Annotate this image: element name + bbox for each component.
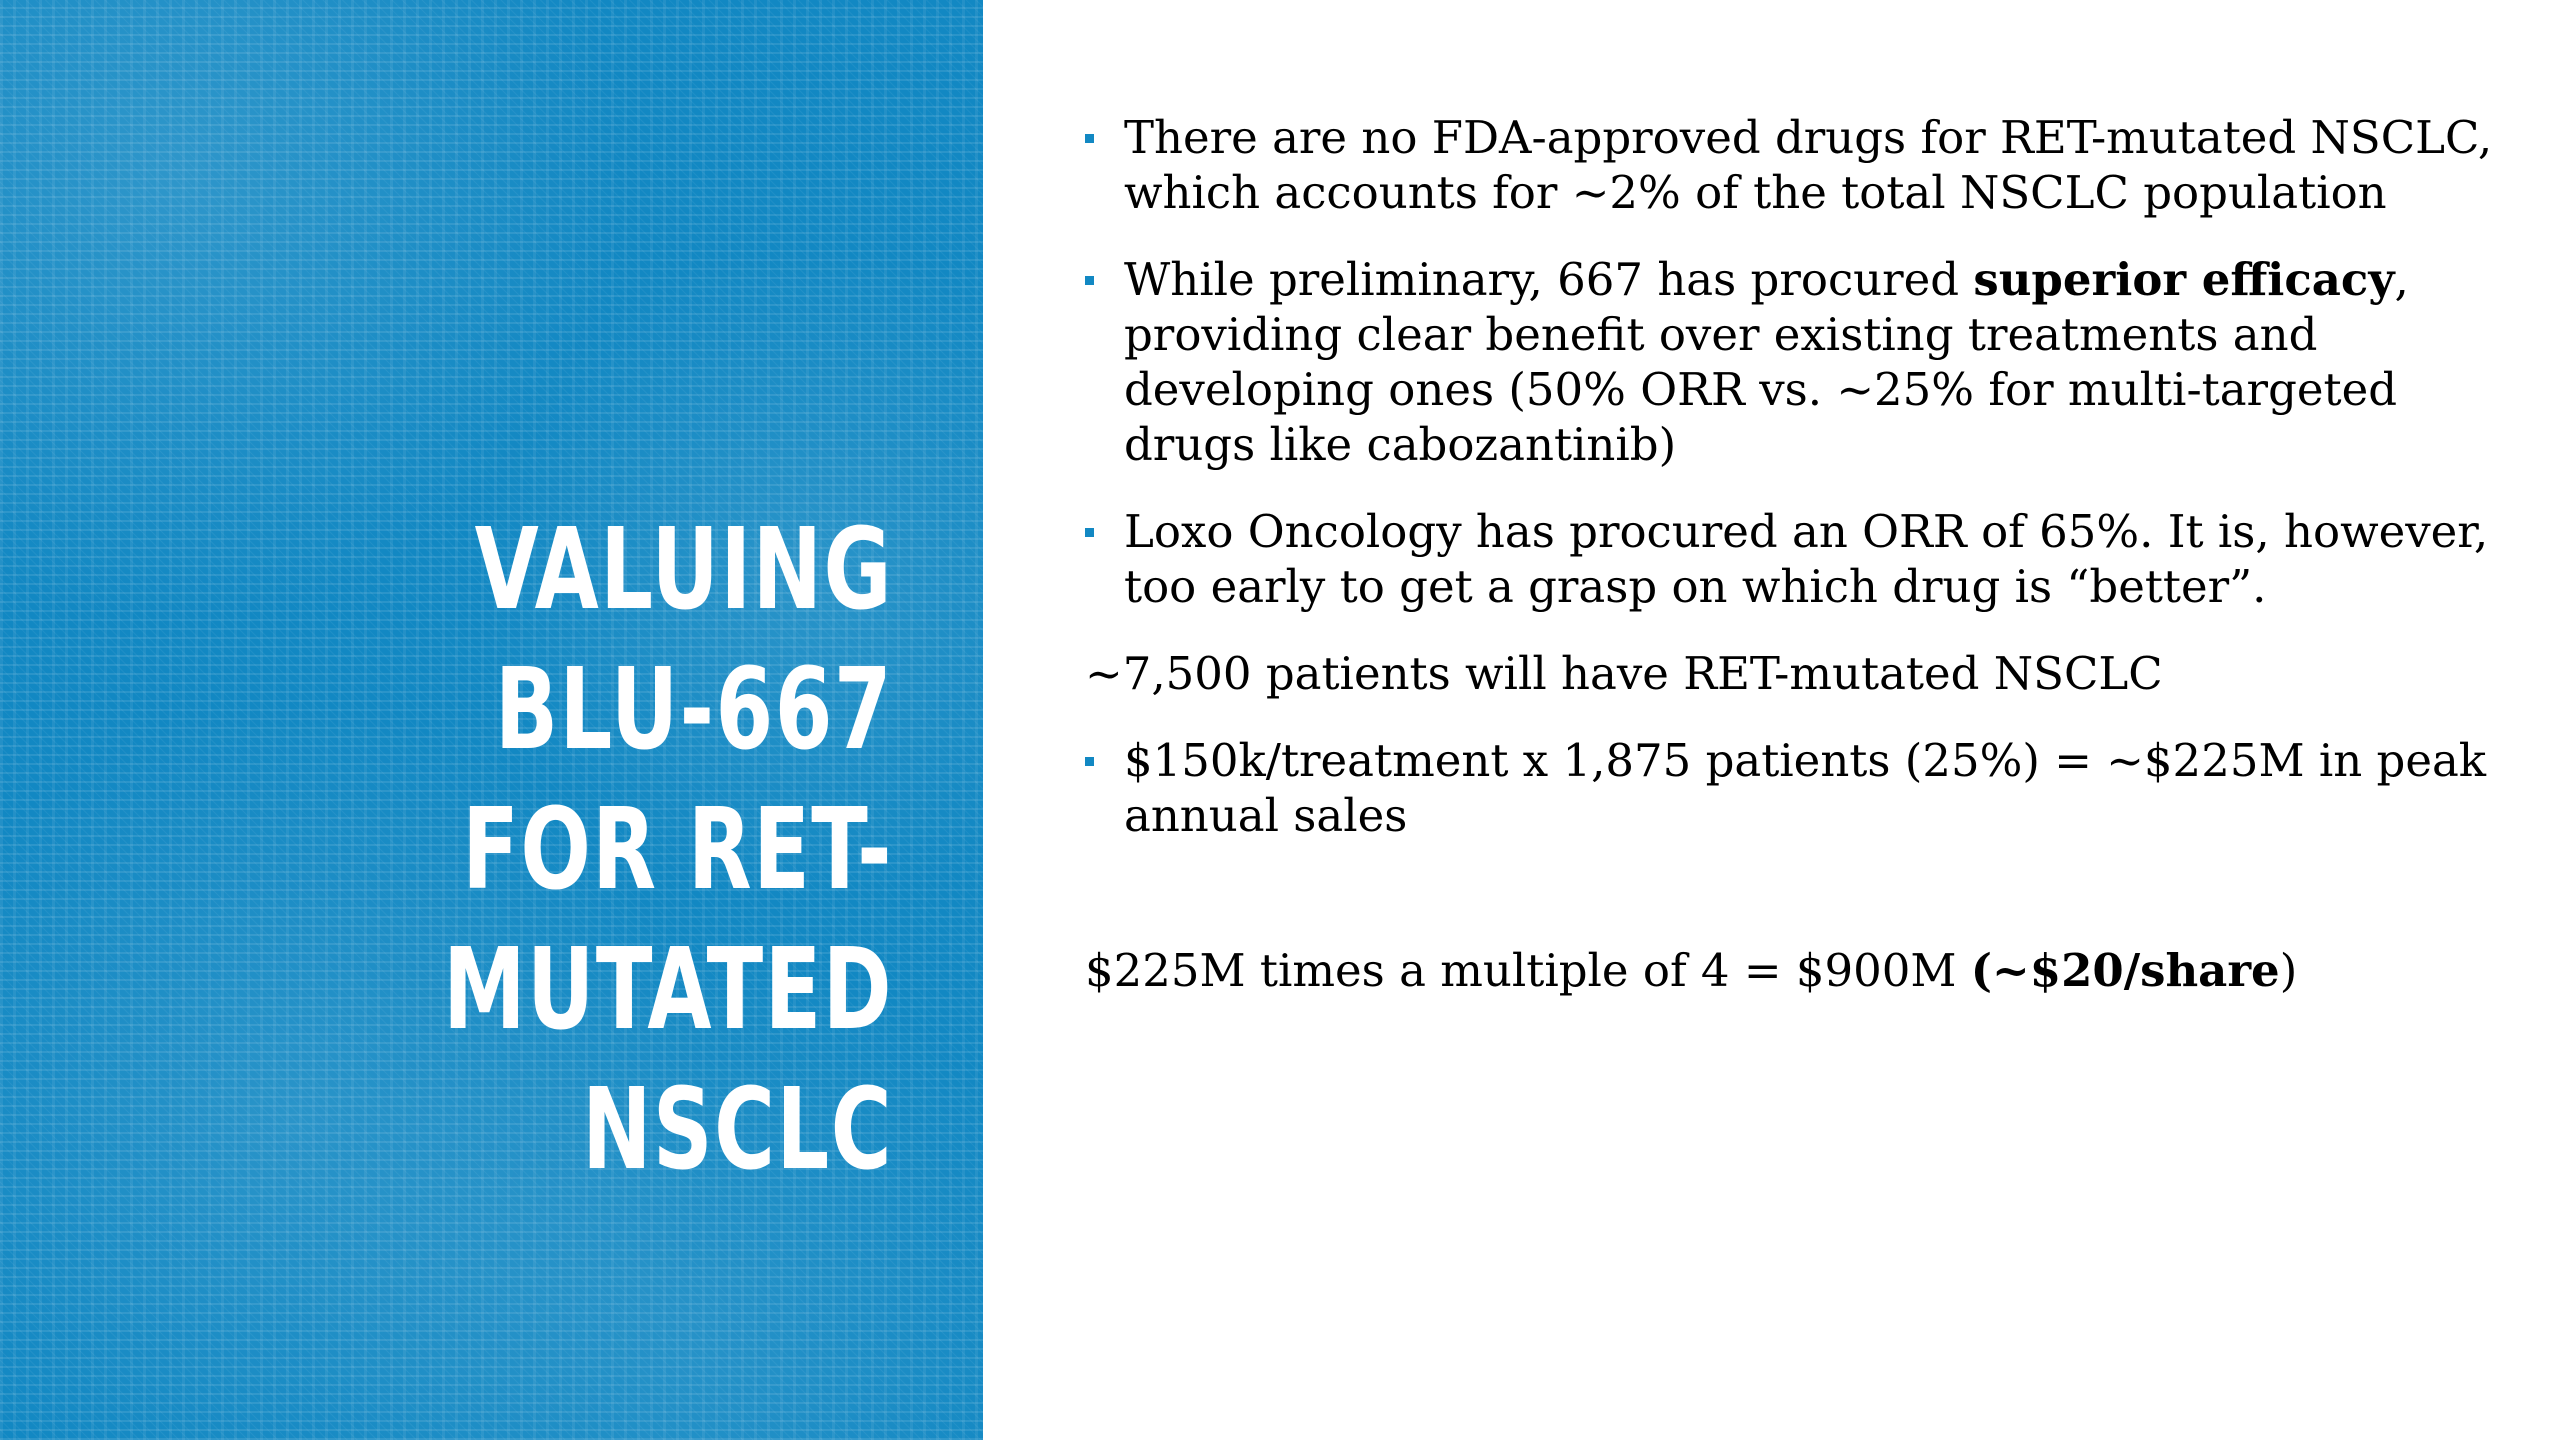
bullet-item-no-fda-drugs: There are no FDA-approved drugs for RET-… xyxy=(1085,110,2505,220)
paragraph-text-bold: (~$20/share xyxy=(1970,944,2280,997)
bullet-text-after: , providing clear benefit over existing … xyxy=(1124,253,2409,471)
bullet-text: Loxo Oncology has procured an ORR of 65%… xyxy=(1124,505,2489,613)
bullet-item-superior-efficacy: While preliminary, 667 has procured supe… xyxy=(1085,252,2505,472)
bullet-item-loxo-oncology: Loxo Oncology has procured an ORR of 65%… xyxy=(1085,504,2505,614)
square-bullet-icon xyxy=(1085,276,1094,285)
bullet-text-before: While preliminary, 667 has procured xyxy=(1124,253,1974,306)
paragraph-text-after: ) xyxy=(2279,944,2298,997)
square-bullet-icon xyxy=(1085,134,1094,143)
paragraph-valuation: $225M times a multiple of 4 = $900M (~$2… xyxy=(1085,943,2505,998)
bullet-text: $150k/treatment x 1,875 patients (25%) =… xyxy=(1124,734,2487,842)
bullet-text: There are no FDA-approved drugs for RET-… xyxy=(1124,111,2493,219)
slide-content: There are no FDA-approved drugs for RET-… xyxy=(1085,110,2505,1030)
paragraph-text: ~7,500 patients will have RET-mutated NS… xyxy=(1085,647,2163,700)
paragraph-text-before: $225M times a multiple of 4 = $900M xyxy=(1085,944,1971,997)
bullet-item-peak-sales: $150k/treatment x 1,875 patients (25%) =… xyxy=(1085,733,2505,843)
paragraph-patients: ~7,500 patients will have RET-mutated NS… xyxy=(1085,646,2505,701)
square-bullet-icon xyxy=(1085,528,1094,537)
title-panel: VALUING BLU-667 FOR RET-MUTATED NSCLC xyxy=(0,0,983,1440)
slide-title: VALUING BLU-667 FOR RET-MUTATED NSCLC xyxy=(443,505,893,1195)
square-bullet-icon xyxy=(1085,757,1094,766)
bullet-text-bold: superior efficacy xyxy=(1973,253,2395,306)
